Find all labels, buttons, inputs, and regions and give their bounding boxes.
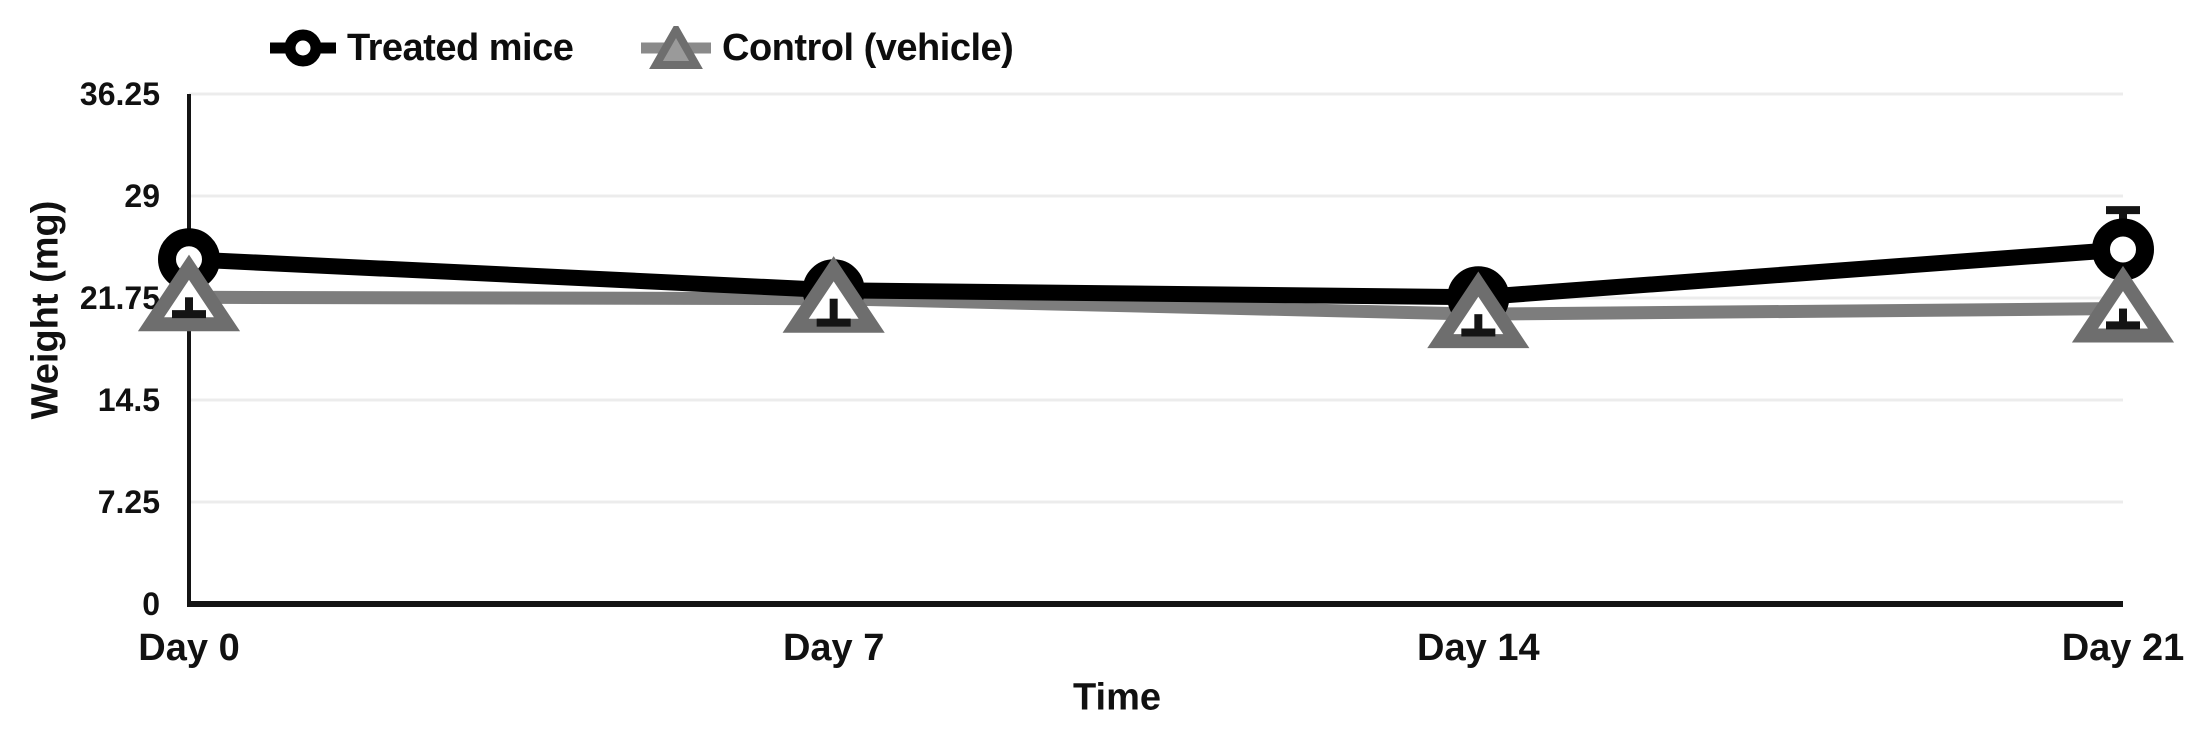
y-tick-label: 0 — [142, 586, 160, 622]
y-tick-label: 21.75 — [80, 280, 160, 316]
legend-label-treated-mice: Treated mice — [347, 26, 574, 69]
y-tick-label: 29 — [124, 178, 160, 214]
control-series-marker-icon — [641, 26, 711, 69]
x-tick-label: Day 0 — [138, 627, 239, 669]
series-line-control-vehicle — [188, 290, 2124, 321]
legend-label-control-vehicle: Control (vehicle) — [722, 26, 1014, 69]
treated-series-marker-icon — [270, 29, 336, 67]
legend-item-treated-mice: Treated mice — [270, 26, 574, 70]
x-tick-label: Day 14 — [1417, 627, 1540, 669]
y-tick-label: 7.25 — [98, 484, 160, 520]
x-axis-title: Time — [1072, 676, 1162, 719]
y-tick-label: 36.25 — [80, 76, 160, 112]
series-line-treated-mice — [188, 241, 2124, 306]
x-tick-label: Day 7 — [783, 627, 884, 669]
y-tick-label: 14.5 — [98, 382, 160, 418]
y-axis-title: Weight (mg) — [24, 200, 67, 420]
legend-item-control-vehicle: Control (vehicle) — [641, 26, 1014, 70]
data-point-open-triangle — [137, 254, 241, 332]
data-point-open-triangle — [2071, 265, 2175, 343]
data-point-open-circle — [2092, 218, 2154, 281]
x-tick-label: Day 21 — [2062, 627, 2185, 669]
data-point-open-triangle — [1427, 271, 1530, 349]
